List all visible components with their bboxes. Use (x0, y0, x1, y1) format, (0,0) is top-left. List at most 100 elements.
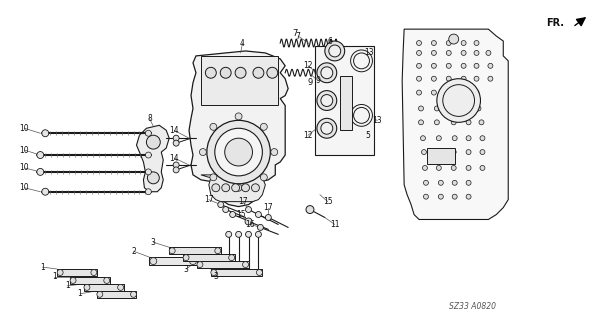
Circle shape (42, 188, 49, 195)
Text: 9: 9 (316, 76, 321, 85)
Bar (150, 257, 197, 265)
Circle shape (232, 184, 240, 192)
Circle shape (97, 291, 103, 297)
Circle shape (207, 120, 270, 184)
Circle shape (145, 130, 151, 136)
Text: 9: 9 (307, 78, 313, 87)
Circle shape (436, 165, 441, 171)
Text: 17: 17 (264, 203, 273, 212)
Circle shape (91, 269, 97, 276)
Circle shape (451, 149, 456, 155)
Circle shape (452, 194, 457, 199)
Text: 2: 2 (131, 247, 136, 256)
Circle shape (424, 180, 428, 185)
Circle shape (486, 51, 491, 55)
Circle shape (42, 130, 49, 137)
Circle shape (488, 76, 493, 81)
Circle shape (205, 67, 216, 78)
Bar (84, 284, 124, 291)
Bar (97, 291, 137, 298)
Circle shape (317, 118, 337, 138)
Text: 13: 13 (373, 116, 382, 125)
Circle shape (218, 202, 224, 208)
Circle shape (215, 248, 221, 254)
Circle shape (461, 41, 466, 45)
Circle shape (222, 184, 230, 192)
Text: 10: 10 (20, 124, 29, 133)
Bar (201, 56, 278, 106)
Circle shape (432, 90, 436, 95)
Circle shape (466, 180, 471, 185)
Circle shape (463, 106, 468, 111)
Circle shape (451, 120, 456, 125)
Text: 15: 15 (323, 197, 333, 206)
Circle shape (466, 136, 471, 141)
Circle shape (210, 124, 217, 130)
Circle shape (235, 184, 242, 191)
Bar (315, 46, 375, 155)
Circle shape (466, 120, 471, 125)
Circle shape (173, 167, 179, 173)
Circle shape (317, 63, 337, 83)
Text: 1: 1 (65, 281, 69, 290)
Text: 15: 15 (236, 210, 245, 219)
Text: 1: 1 (40, 263, 45, 272)
Circle shape (321, 122, 333, 134)
Circle shape (257, 224, 264, 230)
Circle shape (438, 194, 443, 199)
Circle shape (145, 189, 151, 195)
Text: 10: 10 (20, 146, 29, 155)
Text: 11: 11 (330, 220, 340, 229)
Text: 12: 12 (303, 131, 313, 140)
Circle shape (432, 63, 436, 68)
Circle shape (452, 180, 457, 185)
Circle shape (480, 165, 485, 171)
Circle shape (256, 231, 261, 237)
Circle shape (70, 277, 76, 284)
Circle shape (438, 180, 443, 185)
Circle shape (417, 51, 422, 55)
Circle shape (173, 140, 179, 146)
Circle shape (197, 262, 203, 268)
Circle shape (474, 76, 479, 81)
Circle shape (329, 45, 341, 57)
Circle shape (417, 63, 422, 68)
Circle shape (479, 120, 484, 125)
Circle shape (436, 149, 441, 155)
Circle shape (461, 90, 466, 95)
Text: FR.: FR. (546, 18, 564, 28)
Bar (197, 261, 248, 268)
Bar (57, 269, 97, 276)
Bar (183, 254, 235, 261)
Circle shape (212, 184, 219, 192)
Polygon shape (201, 175, 265, 202)
Circle shape (449, 106, 454, 111)
Circle shape (432, 76, 436, 81)
Text: 10: 10 (20, 183, 29, 192)
Circle shape (150, 258, 157, 265)
Circle shape (417, 90, 422, 95)
Circle shape (451, 165, 456, 171)
Bar (340, 76, 352, 130)
Circle shape (480, 136, 485, 141)
Circle shape (104, 277, 110, 284)
Circle shape (436, 136, 441, 141)
Circle shape (235, 67, 246, 78)
Text: 3: 3 (213, 272, 218, 282)
Circle shape (466, 194, 471, 199)
Circle shape (466, 165, 471, 171)
Circle shape (424, 194, 428, 199)
Circle shape (306, 206, 314, 213)
Text: 1: 1 (52, 272, 56, 282)
Circle shape (246, 207, 251, 212)
Bar (427, 148, 455, 164)
Circle shape (422, 149, 427, 155)
Circle shape (169, 248, 175, 254)
Circle shape (84, 284, 90, 290)
Circle shape (145, 152, 151, 158)
Circle shape (446, 51, 451, 55)
Circle shape (446, 41, 451, 45)
Circle shape (37, 152, 44, 158)
Polygon shape (137, 125, 169, 192)
Text: 13: 13 (365, 48, 375, 57)
